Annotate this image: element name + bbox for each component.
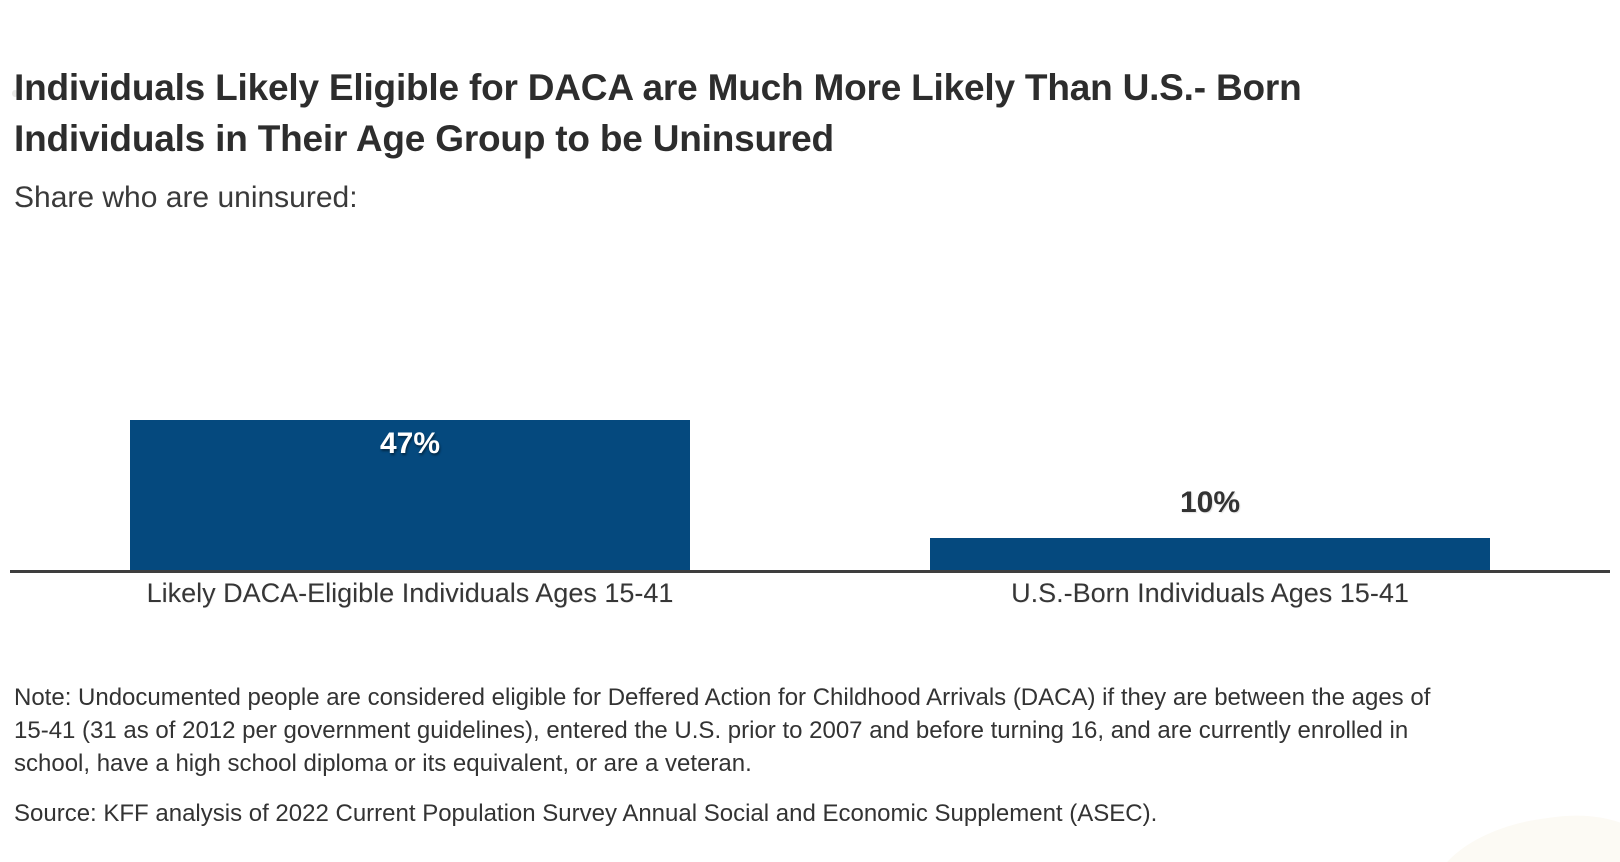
value-label: 47% [379, 427, 441, 461]
category-label: U.S.-Born Individuals Ages 15-41 [1011, 578, 1409, 609]
plot-area: 47% 10% [10, 247, 1610, 571]
category-label: Likely DACA-Eligible Individuals Ages 15… [146, 578, 674, 609]
bar-0: 47% [130, 420, 690, 571]
bar-slot: 47% [10, 247, 810, 571]
bar-1: 10% [930, 486, 1490, 571]
chart-page: Individuals Likely Eligible for DACA are… [0, 62, 1620, 831]
source-text: Source: KFF analysis of 2022 Current Pop… [14, 800, 1158, 828]
note-text: Note: Undocumented people are considered… [14, 684, 1431, 778]
chart-subtitle: Share who are uninsured: [14, 181, 358, 215]
page-artifact-dot [12, 90, 18, 97]
value-label: 10% [1179, 486, 1241, 520]
x-axis-line [10, 570, 1610, 574]
chart-title: Individuals Likely Eligible for DACA are… [14, 67, 1302, 160]
category-labels-row: Likely DACA-Eligible Individuals Ages 15… [10, 578, 1610, 609]
bar-chart: 47% 10% Likely DACA-Eligible Individuals … [10, 247, 1610, 609]
bar-slot: 10% [810, 247, 1610, 571]
